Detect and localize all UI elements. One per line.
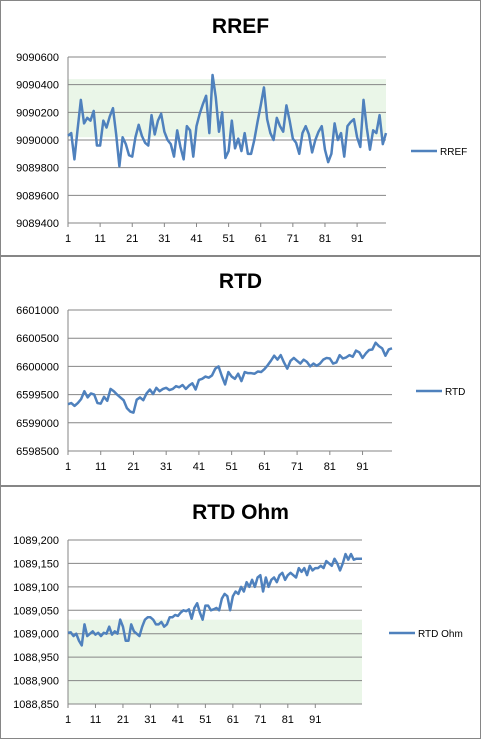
x-tick-label: 41 — [172, 714, 184, 726]
x-tick-label: 51 — [199, 714, 211, 726]
y-tick-label: 9089600 — [16, 190, 59, 202]
x-tick-label: 1 — [65, 233, 71, 245]
x-tick-label: 11 — [95, 461, 106, 473]
x-tick-label: 41 — [193, 461, 205, 473]
x-tick-label: 61 — [227, 714, 239, 726]
x-tick-label: 81 — [282, 714, 294, 726]
x-tick-label: 1 — [65, 461, 71, 473]
chart-title: RTD Ohm — [192, 501, 289, 524]
y-tick-label: 6600000 — [16, 361, 59, 373]
x-tick-label: 71 — [291, 461, 303, 473]
x-tick-label: 11 — [94, 233, 105, 245]
chart-panel-rtd-ohm: RTD Ohm 1088,850 1088,900 1088,950 1089,000 1… — [0, 486, 481, 739]
x-tick-label: 31 — [160, 461, 172, 473]
series-line-rref — [67, 73, 388, 168]
y-tick-label: 1088,900 — [13, 676, 59, 688]
x-tick-label: 31 — [158, 233, 170, 245]
y-tick-label: 9090000 — [16, 135, 59, 147]
y-tick-label: 6598500 — [16, 446, 59, 458]
y-tick-label: 6599000 — [16, 418, 59, 430]
x-tick-label: 91 — [356, 461, 368, 473]
x-tick-label: 81 — [324, 461, 336, 473]
y-tick-label: 9090400 — [16, 80, 59, 92]
y-tick-label: 1089,050 — [13, 605, 59, 617]
series-line-rtd — [67, 341, 393, 414]
legend-label: RTD — [445, 387, 465, 398]
chart-title: RREF — [212, 15, 269, 38]
legend-label: RREF — [440, 147, 467, 158]
y-tick-label: 6601000 — [16, 305, 59, 317]
y-tick-label: 6600500 — [16, 333, 59, 345]
x-tick-label: 61 — [255, 233, 267, 245]
x-tick-label: 21 — [117, 714, 129, 726]
chart-panel-rtd: RTD 6598500 6599000 6599500 6600000 6600500 66… — [0, 256, 481, 486]
x-tick-label: 31 — [144, 714, 156, 726]
y-tick-label: 9090600 — [16, 52, 59, 64]
y-tick-label: 1089,000 — [13, 629, 59, 641]
legend-label: RTD Ohm — [418, 629, 463, 640]
y-tick-label: 1089,150 — [13, 558, 59, 570]
y-tick-label: 6599500 — [16, 390, 59, 402]
x-tick-label: 71 — [287, 233, 299, 245]
x-tick-label: 21 — [126, 233, 138, 245]
y-tick-label: 1088,850 — [13, 699, 59, 711]
chart-rtd-ohm: RTD Ohm 1088,850 1088,900 1088,950 1089,000 1… — [13, 501, 463, 726]
y-tick-label: 1089,200 — [13, 535, 59, 547]
y-tick-label: 9089800 — [16, 163, 59, 175]
y-tick-label: 9089400 — [16, 218, 59, 230]
y-tick-label: 1089,100 — [13, 582, 59, 594]
x-tick-label: 11 — [90, 714, 101, 726]
x-tick-label: 81 — [319, 233, 331, 245]
x-tick-label: 71 — [254, 714, 266, 726]
series-line-rtd-ohm — [67, 552, 362, 647]
x-tick-label: 51 — [222, 233, 234, 245]
chart-rtd: RTD 6598500 6599000 6599500 6600000 6600500 66… — [16, 270, 465, 473]
x-tick-label: 51 — [226, 461, 238, 473]
x-tick-label: 61 — [258, 461, 270, 473]
x-tick-label: 1 — [65, 714, 71, 726]
chart-rref: RREF 9089400 9089600 9089800 9090000 9090200 9… — [16, 15, 467, 245]
chart-panel-rref: RREF 9089400 9089600 9089800 9090000 9090200 9… — [0, 0, 481, 256]
y-tick-label: 1088,950 — [13, 652, 59, 664]
y-tick-label: 9090200 — [16, 107, 59, 119]
x-tick-label: 91 — [309, 714, 321, 726]
x-tick-label: 41 — [190, 233, 202, 245]
chart-title: RTD — [219, 270, 262, 293]
x-tick-label: 21 — [127, 461, 139, 473]
x-tick-label: 91 — [351, 233, 363, 245]
